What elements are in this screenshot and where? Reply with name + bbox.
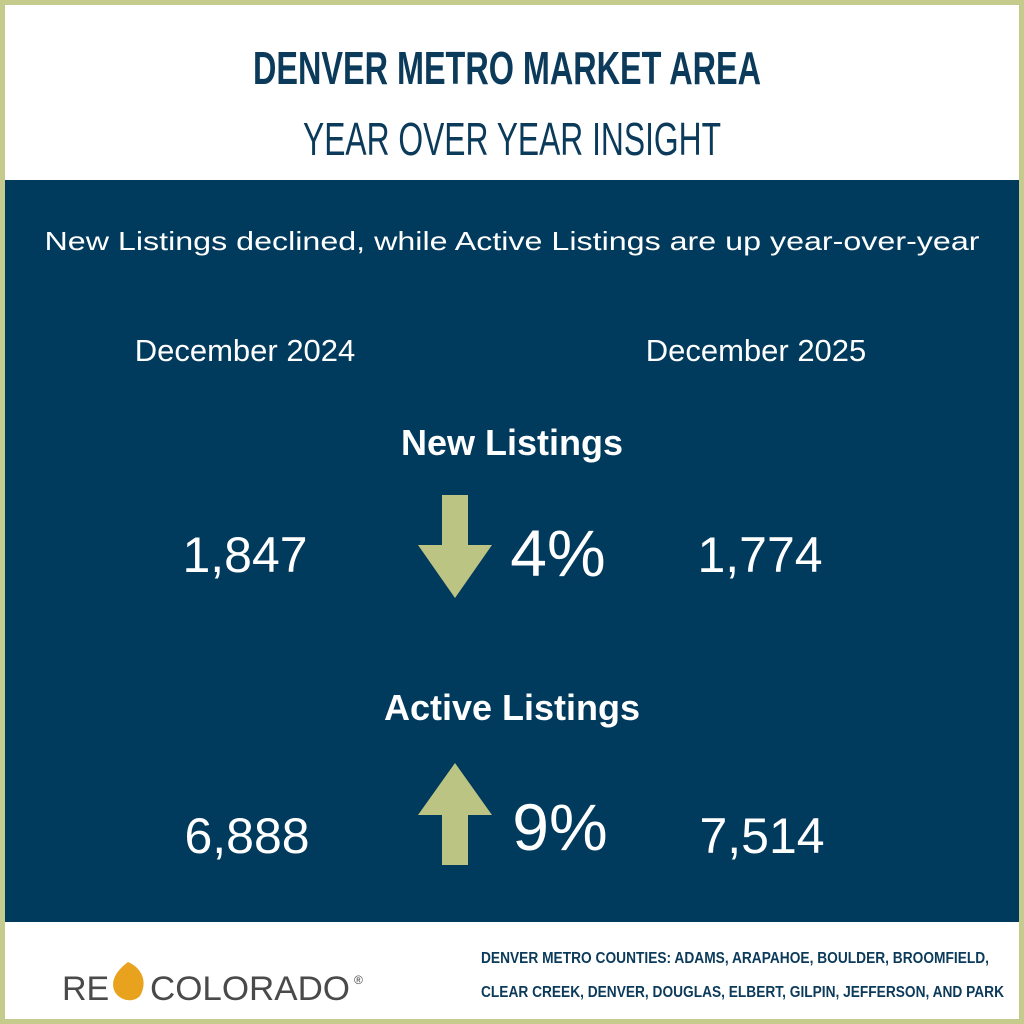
metric-change: 9%: [512, 790, 607, 864]
metric-before: 1,847: [182, 527, 307, 583]
metric-label: Active Listings: [384, 687, 640, 728]
period-label: December 2024: [135, 333, 356, 368]
counties-line: CLEAR CREEK, DENVER, DOUGLAS, ELBERT, GI…: [481, 984, 1004, 1001]
title: DENVER METRO MARKET AREA: [253, 42, 761, 94]
logo-right: COLORADO: [150, 970, 350, 1008]
metric-label: New Listings: [401, 422, 623, 463]
summary: New Listings declined, while Active List…: [45, 226, 980, 256]
counties-line: DENVER METRO COUNTIES: ADAMS, ARAPAHOE, …: [481, 950, 989, 967]
logo-leaf: [113, 962, 144, 1001]
metric-before: 6,888: [184, 808, 309, 864]
logo-left: RE: [62, 970, 109, 1008]
metric-after: 7,514: [699, 808, 824, 864]
metric-after: 1,774: [697, 527, 822, 583]
down-arrow: [418, 495, 492, 598]
metric-change: 4%: [510, 516, 605, 590]
up-arrow: [418, 763, 492, 865]
logo-mark: ®: [354, 973, 363, 987]
subtitle: YEAR OVER YEAR INSIGHT: [303, 113, 721, 165]
period-label: December 2025: [646, 333, 867, 368]
main-panel: [4, 180, 1020, 922]
